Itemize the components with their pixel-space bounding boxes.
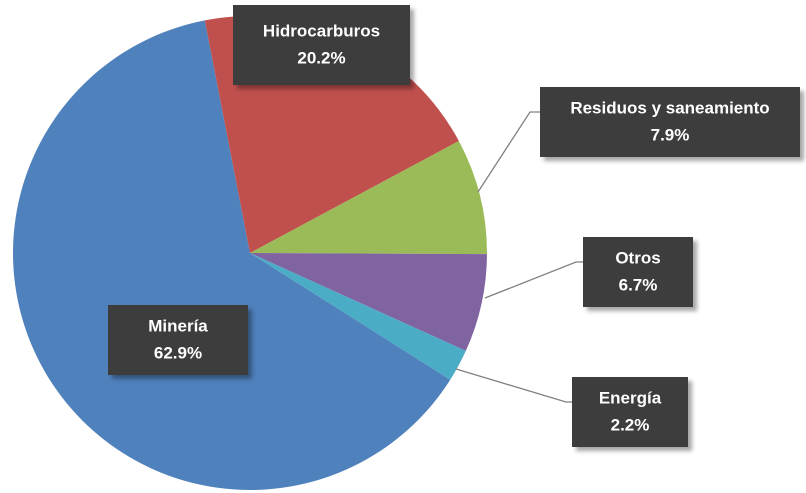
value-label: 6.7% — [619, 275, 658, 294]
value-label: 20.2% — [297, 48, 345, 67]
pie-slice — [250, 253, 487, 351]
pie-slice — [250, 253, 466, 380]
leader-line — [455, 368, 572, 403]
label-box — [583, 237, 693, 307]
slice-label: Residuos y saneamiento — [570, 98, 769, 117]
slice-label: Energía — [599, 388, 662, 407]
slice-label: Otros — [615, 248, 660, 267]
leader-line — [484, 261, 583, 299]
value-label: 62.9% — [154, 343, 202, 362]
label-box — [108, 305, 248, 375]
value-label: 7.9% — [651, 125, 690, 144]
slice-label: Minería — [148, 316, 208, 335]
label-box — [572, 377, 688, 447]
pie — [12, 16, 487, 490]
label-box — [233, 5, 410, 85]
pie-slice — [250, 140, 487, 255]
slice-label: Hidrocarburos — [263, 21, 380, 40]
label-box — [540, 87, 800, 157]
labels: Minería 62.9% Hidrocarburos 20.2% Residuos y… — [108, 5, 800, 447]
leader-line — [477, 111, 540, 193]
value-label: 2.2% — [611, 415, 650, 434]
